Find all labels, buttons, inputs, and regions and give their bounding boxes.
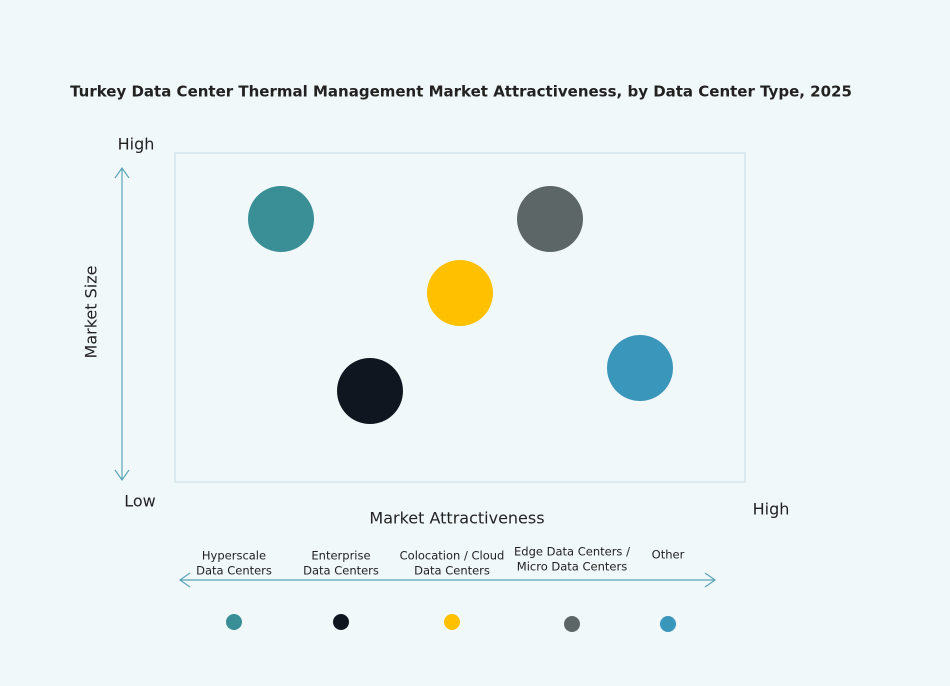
legend-label: Hyperscale	[202, 549, 266, 563]
legend-label: Data Centers	[196, 564, 272, 578]
y-low: Low	[124, 492, 156, 511]
y-arrow	[114, 166, 130, 482]
chart-title: Turkey Data Center Thermal Management Ma…	[70, 83, 852, 101]
legend-label: Data Centers	[303, 564, 379, 578]
plot-area	[174, 152, 746, 483]
legend-label: Other	[652, 548, 685, 562]
legend-dot	[444, 614, 460, 630]
legend-label: Colocation / Cloud	[400, 549, 505, 563]
legend-dot	[660, 616, 676, 632]
bubble	[337, 358, 403, 424]
x-high: High	[753, 500, 790, 519]
bubble	[607, 335, 673, 401]
bubble	[517, 186, 583, 252]
legend-label: Edge Data Centers /	[514, 545, 630, 559]
legend-dot	[226, 614, 242, 630]
y-axis-label: Market Size	[82, 266, 101, 359]
legend-label: Data Centers	[414, 564, 490, 578]
legend-dot	[564, 616, 580, 632]
bubble	[427, 260, 493, 326]
legend-arrow	[178, 572, 717, 588]
legend-label: Micro Data Centers	[517, 560, 627, 574]
y-high: High	[118, 135, 155, 154]
legend-dot	[333, 614, 349, 630]
bubble	[248, 186, 314, 252]
x-axis-label: Market Attractiveness	[369, 509, 544, 528]
legend-label: Enterprise	[311, 549, 370, 563]
